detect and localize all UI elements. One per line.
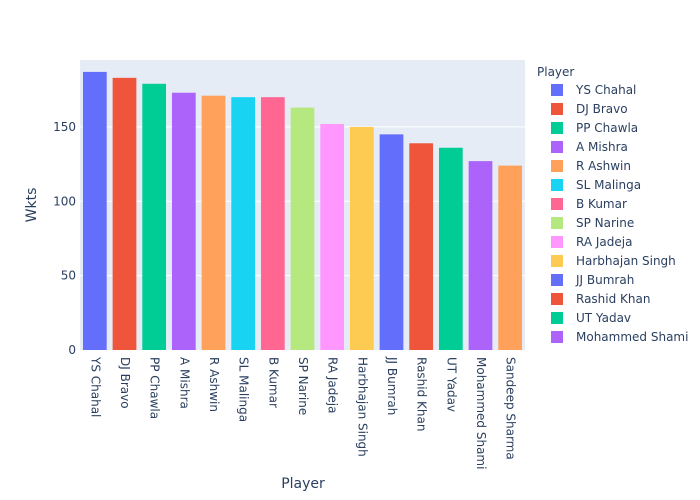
x-tick-label: JJ Bumrah xyxy=(385,356,399,415)
x-tick-label: Rashid Khan xyxy=(415,357,429,431)
legend-swatch[interactable] xyxy=(551,312,563,324)
legend-swatch[interactable] xyxy=(551,84,563,96)
bar xyxy=(260,97,285,350)
legend-swatch[interactable] xyxy=(551,274,563,286)
x-tick-label: Sandeep Sharma xyxy=(504,357,518,460)
legend-item-label[interactable]: SP Narine xyxy=(576,216,634,230)
x-tick-labels: YS Chahal DJ Bravo PP Chawla A Mishra R Ashw… xyxy=(88,356,517,469)
y-tick-label: 50 xyxy=(61,269,76,283)
y-tick-label: 0 xyxy=(68,343,76,357)
legend-item-label[interactable]: PP Chawla xyxy=(576,121,638,135)
legend-item-label[interactable]: UT Yadav xyxy=(576,311,631,325)
bar xyxy=(498,165,523,350)
legend-item-label[interactable]: YS Chahal xyxy=(575,83,636,97)
x-tick-label: SL Malinga xyxy=(237,357,251,422)
legend-swatch[interactable] xyxy=(551,141,563,153)
legend-item-label[interactable]: A Mishra xyxy=(576,140,628,154)
legend-item-label[interactable]: RA Jadeja xyxy=(576,235,632,249)
legend-swatch[interactable] xyxy=(551,293,563,305)
legend-item-label[interactable]: B Kumar xyxy=(576,197,627,211)
y-axis-title: Wkts xyxy=(24,188,40,223)
x-tick-label: RA Jadeja xyxy=(326,357,340,413)
bar xyxy=(82,71,107,351)
x-axis-title: Player xyxy=(281,476,325,492)
legend-item-label[interactable]: Harbhajan Singh xyxy=(576,254,676,268)
x-tick-label: PP Chawla xyxy=(148,357,162,419)
legend-swatch[interactable] xyxy=(551,331,563,343)
legend-item-label[interactable]: DJ Bravo xyxy=(576,102,628,116)
bars xyxy=(82,71,523,351)
bar xyxy=(290,107,315,350)
legend-swatch[interactable] xyxy=(551,217,563,229)
bar xyxy=(409,143,434,350)
x-tick-label: A Mishra xyxy=(177,357,191,409)
bar xyxy=(201,95,226,350)
legend-swatch[interactable] xyxy=(551,236,563,248)
x-tick-label: B Kumar xyxy=(266,357,280,408)
bar xyxy=(438,147,463,350)
legend-swatch[interactable] xyxy=(551,198,563,210)
x-tick-label: Mohammed Shami xyxy=(474,357,488,469)
x-tick-label: SP Narine xyxy=(296,357,310,415)
bar xyxy=(379,134,404,350)
bar xyxy=(112,77,137,350)
legend-swatch[interactable] xyxy=(551,179,563,191)
legend-swatch[interactable] xyxy=(551,160,563,172)
legend-swatch[interactable] xyxy=(551,255,563,267)
legend: Player YS Chahal DJ Bravo PP Chawla A Mishr… xyxy=(537,65,688,344)
bar xyxy=(349,126,374,350)
legend-title: Player xyxy=(537,65,574,79)
legend-item-label[interactable]: Mohammed Shami xyxy=(576,330,688,344)
legend-swatch[interactable] xyxy=(551,122,563,134)
bar xyxy=(320,123,345,350)
y-tick-label: 150 xyxy=(53,120,76,134)
x-tick-label: Harbhajan Singh xyxy=(355,357,369,457)
x-tick-label: UT Yadav xyxy=(444,357,458,412)
x-tick-label: DJ Bravo xyxy=(118,357,132,409)
x-tick-label: R Ashwin xyxy=(207,357,221,412)
x-tick-label: YS Chahal xyxy=(88,356,102,417)
legend-item-label[interactable]: R Ashwin xyxy=(576,159,631,173)
legend-item-label[interactable]: Rashid Khan xyxy=(576,292,650,306)
y-tick-label: 100 xyxy=(53,194,76,208)
legend-item-label[interactable]: SL Malinga xyxy=(576,178,641,192)
bar xyxy=(231,97,256,350)
bar xyxy=(171,92,196,350)
bar xyxy=(468,161,493,350)
y-tick-labels: 0 50 100 150 xyxy=(53,120,76,357)
legend-item-label[interactable]: JJ Bumrah xyxy=(575,273,634,287)
bar xyxy=(142,83,167,351)
legend-swatch[interactable] xyxy=(551,103,563,115)
